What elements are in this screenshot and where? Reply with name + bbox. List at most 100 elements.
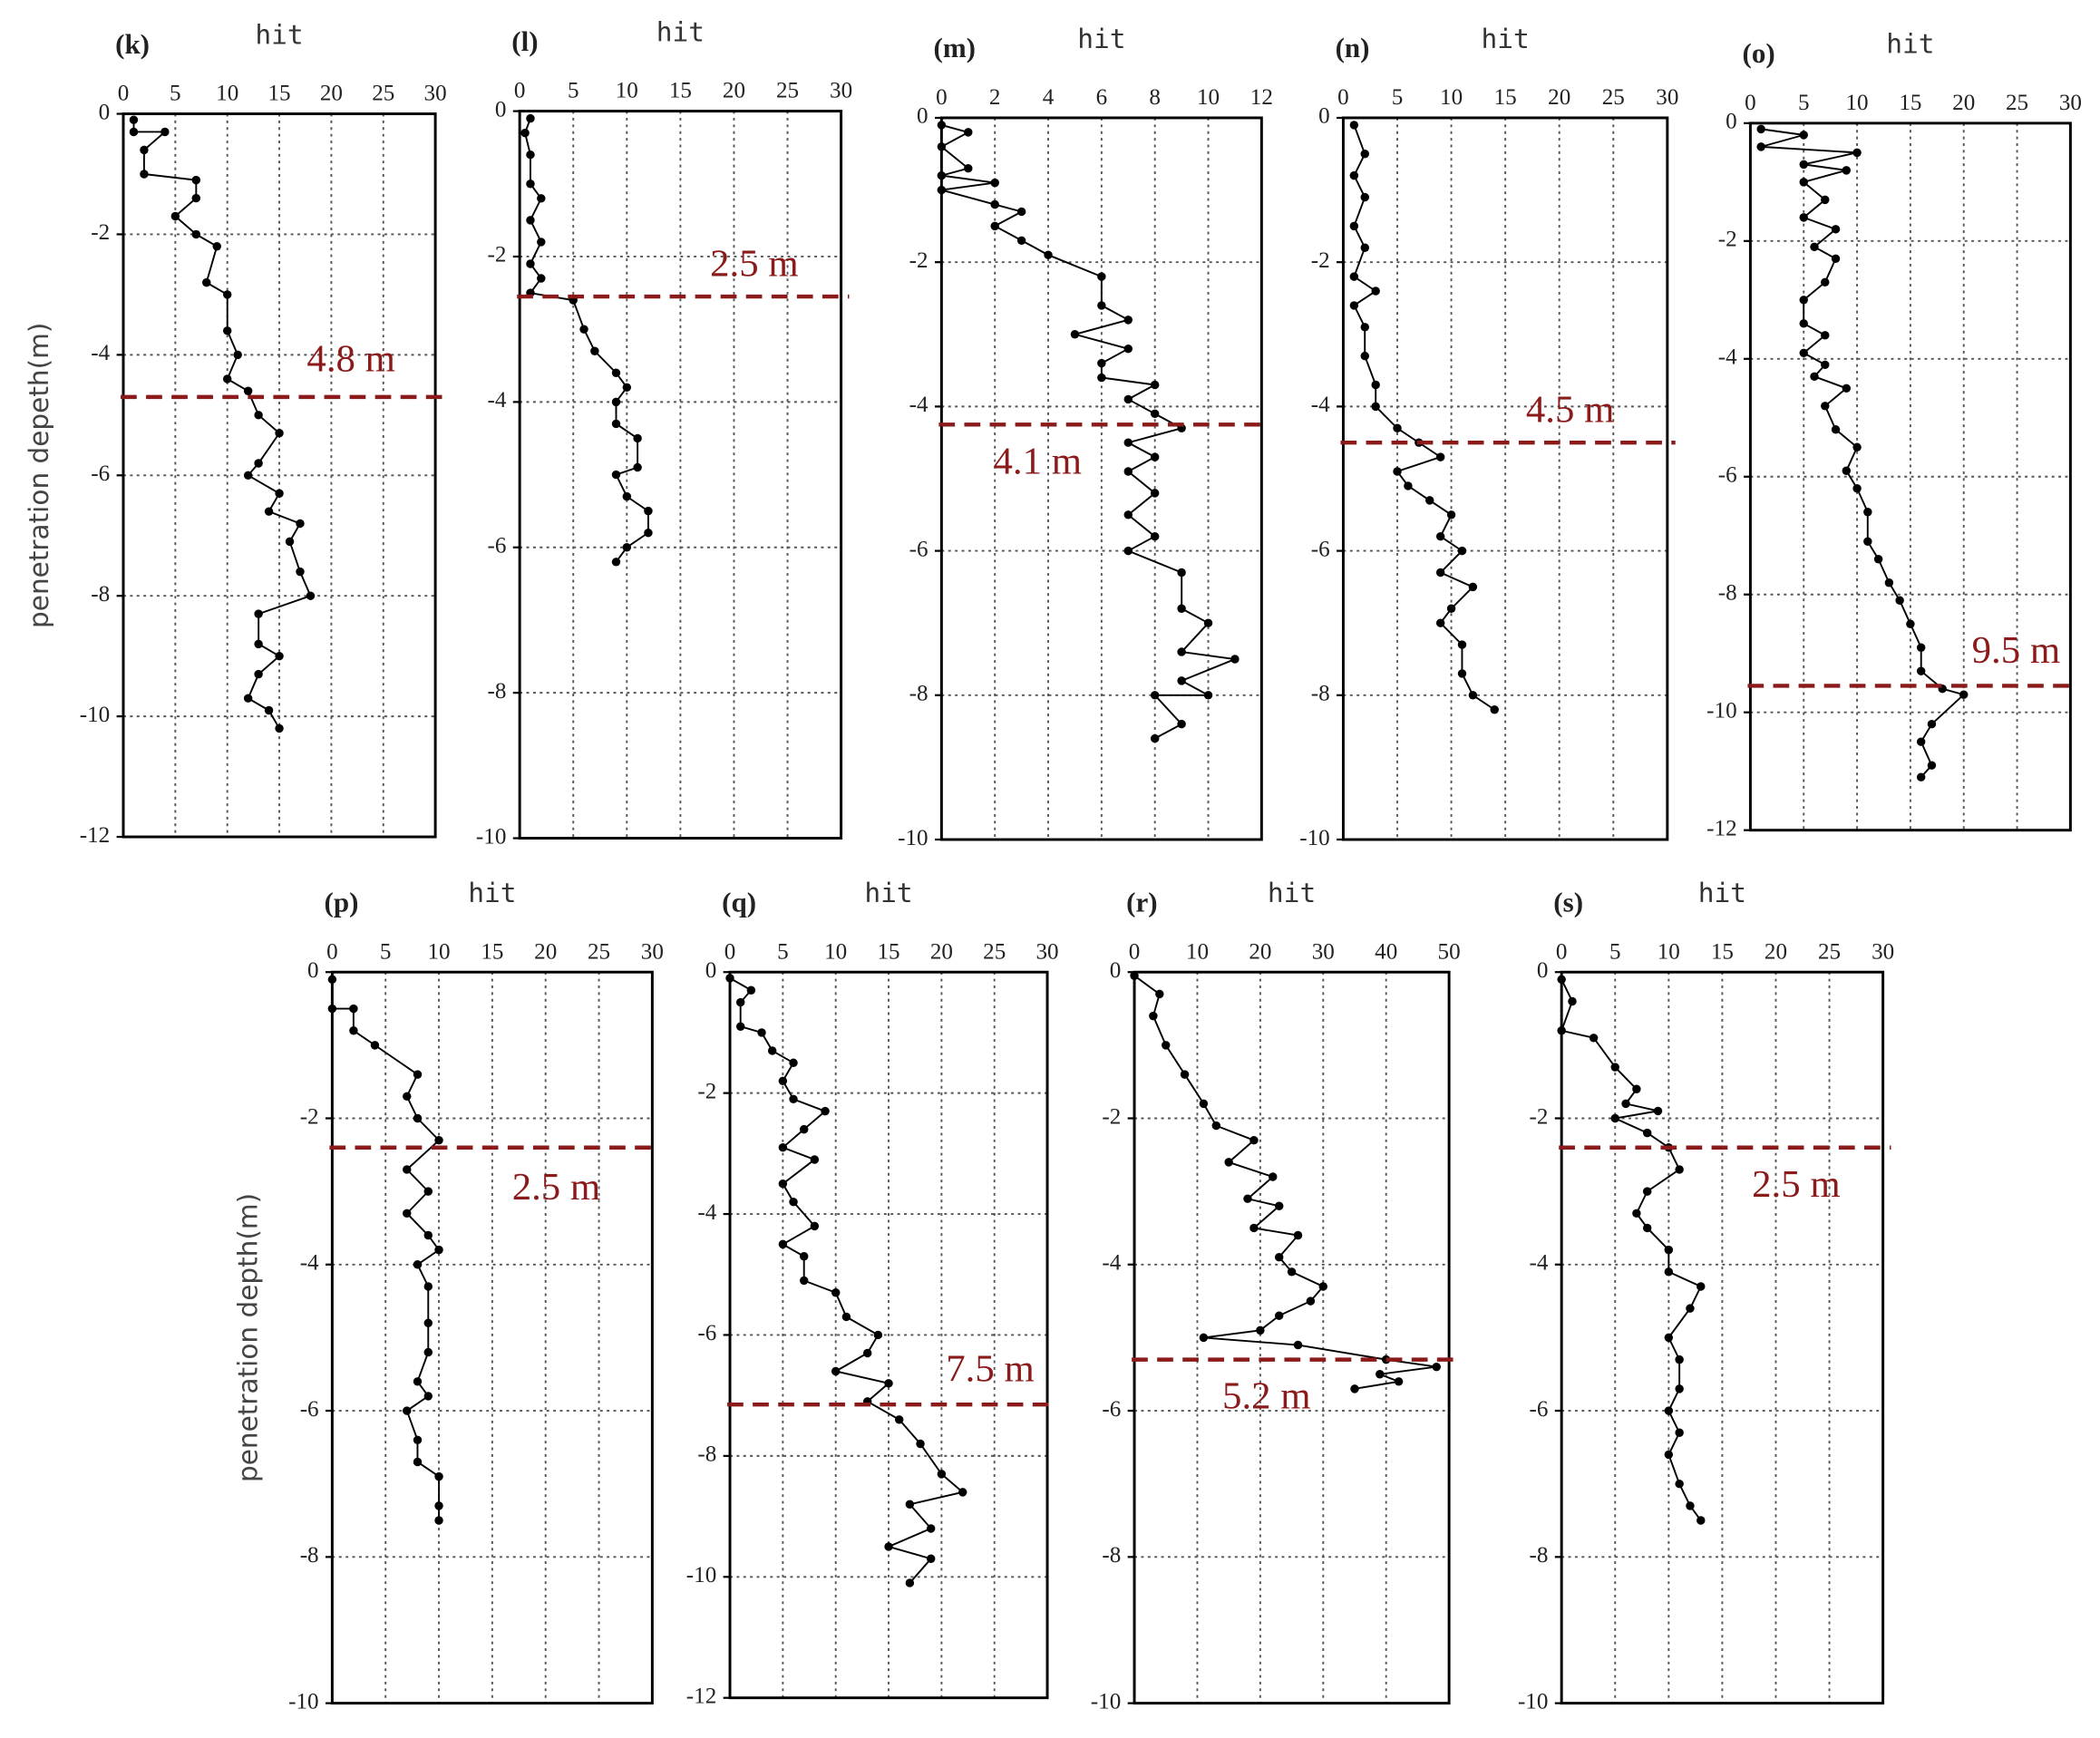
- plot-frame: [122, 112, 437, 839]
- x-tick-label: 15: [877, 939, 899, 964]
- data-point: [1799, 178, 1808, 187]
- data-point: [1243, 1194, 1252, 1203]
- x-tick-label: 10: [616, 79, 638, 103]
- data-point: [644, 528, 653, 538]
- data-point: [1852, 442, 1862, 452]
- data-point: [191, 193, 201, 203]
- data-point: [1831, 425, 1841, 434]
- panel-label: (m): [934, 32, 976, 63]
- x-tick-label: 15: [1711, 939, 1734, 964]
- data-point: [413, 1377, 423, 1386]
- data-point: [129, 127, 139, 137]
- data-point: [1256, 1325, 1265, 1335]
- data-point: [1203, 618, 1213, 627]
- data-point: [1916, 772, 1926, 782]
- data-point: [1123, 316, 1133, 325]
- data-point: [611, 558, 621, 567]
- panel: 0 10 20 30 40 50 0 -2 -4 -6 -8 -10 (r) hit 5.2 m: [1091, 878, 1461, 1714]
- y-tick-label: -6: [909, 537, 928, 561]
- data-point: [306, 591, 316, 600]
- data-point: [423, 1230, 433, 1240]
- data-point: [1852, 148, 1862, 158]
- x-tick-label: 0: [326, 939, 338, 964]
- data-point: [1435, 618, 1445, 627]
- data-point: [1150, 691, 1160, 700]
- data-point: [1318, 1282, 1328, 1291]
- data-point: [1675, 1384, 1684, 1393]
- data-point: [831, 1288, 841, 1297]
- panel: 0 5 10 15 20 25 30 0 -2 -4 -6 -8 -10 (l) hit 2.5 m: [476, 16, 852, 849]
- panel: 0 5 10 15 20 25 30 0 -2 -4 -6 -8 -10 (n) hit 4.5 m: [1299, 24, 1678, 850]
- y-tick-label: -6: [1718, 463, 1737, 488]
- data-point: [1123, 344, 1133, 354]
- data-point: [1199, 1099, 1209, 1109]
- data-point: [434, 1501, 443, 1510]
- data-point: [1799, 213, 1808, 222]
- y-tick-label: -6: [1311, 537, 1330, 561]
- data-point: [1371, 402, 1380, 412]
- data-point: [1697, 1282, 1706, 1291]
- data-point: [1457, 669, 1467, 678]
- data-point: [916, 1439, 925, 1449]
- annotation: 4.1 m: [993, 440, 1082, 482]
- data-point: [1568, 996, 1577, 1006]
- y-tick-label: 0: [1318, 104, 1330, 129]
- x-tick-label: 25: [776, 79, 799, 103]
- y-tick-label: -6: [487, 534, 506, 558]
- data-point: [1895, 596, 1904, 605]
- y-tick-label: -4: [1718, 345, 1737, 370]
- x-tick-label: 10: [1846, 91, 1869, 115]
- annotation: 2.5 m: [512, 1166, 601, 1209]
- data-point: [413, 1113, 423, 1123]
- x-tick-label: 25: [2006, 91, 2028, 115]
- data-point: [937, 185, 947, 195]
- x-tick-label: 15: [1494, 85, 1517, 110]
- data-point: [275, 651, 284, 661]
- data-point: [767, 1046, 777, 1055]
- data-point: [1664, 1245, 1674, 1255]
- x-tick-label: 0: [936, 85, 948, 110]
- annotation: 5.2 m: [1222, 1375, 1311, 1418]
- data-point: [202, 277, 211, 287]
- plot-frame: [1133, 970, 1451, 1705]
- data-point: [1863, 537, 1872, 546]
- x-tick-label: 5: [1609, 939, 1621, 964]
- data-point: [579, 325, 588, 334]
- x-tick-label: 0: [1745, 91, 1756, 115]
- data-point: [611, 470, 621, 480]
- y-axis-label: penetration depth(m): [232, 1193, 263, 1482]
- data-point: [1360, 323, 1369, 332]
- x-tick-label: 15: [1899, 91, 1921, 115]
- x-tick-label: 10: [216, 82, 238, 106]
- x-axis-label: hit: [864, 878, 912, 908]
- data-point: [254, 459, 263, 468]
- y-tick-label: -8: [1718, 581, 1737, 606]
- annotation: 7.5 m: [946, 1348, 1035, 1391]
- x-tick-label: 5: [170, 82, 181, 106]
- data-point: [1349, 272, 1359, 281]
- data-point: [1177, 676, 1186, 685]
- data-point: [403, 1165, 412, 1174]
- data-point: [526, 216, 535, 225]
- data-point: [1376, 1370, 1385, 1379]
- data-point: [1810, 372, 1819, 382]
- y-tick-label: -12: [1706, 816, 1736, 840]
- data-point: [1360, 243, 1369, 252]
- data-point: [1425, 496, 1434, 505]
- data-point: [222, 374, 232, 384]
- x-tick-label: 25: [1602, 85, 1625, 110]
- data-point: [810, 1221, 820, 1231]
- data-point: [1697, 1516, 1706, 1525]
- data-point: [520, 128, 530, 138]
- y-tick-label: -2: [1529, 1104, 1548, 1129]
- data-point: [1664, 1333, 1674, 1343]
- plot-frame: [728, 970, 1049, 1700]
- y-tick-label: -2: [909, 248, 928, 273]
- data-point: [1916, 643, 1926, 652]
- data-point: [1653, 1106, 1663, 1116]
- y-tick-label: 0: [705, 958, 717, 983]
- y-tick-label: -10: [1091, 1689, 1121, 1714]
- y-tick-label: -6: [300, 1397, 319, 1422]
- data-point: [1435, 531, 1445, 541]
- x-tick-label: 0: [514, 79, 526, 103]
